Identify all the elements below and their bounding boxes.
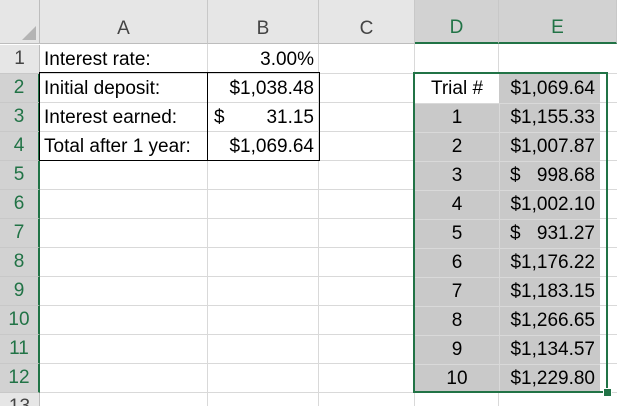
- gridline-h: [40, 102, 617, 103]
- gridline-h: [40, 363, 617, 364]
- row-header-13[interactable]: 13: [0, 393, 40, 406]
- trial-value-cell[interactable]: $1,266.65: [499, 306, 600, 335]
- currency-symbol: $: [510, 165, 521, 186]
- trial-value: 998.68: [536, 165, 595, 186]
- column-header-e[interactable]: E: [499, 0, 617, 44]
- row-header-6[interactable]: 6: [0, 190, 40, 219]
- gridline-v: [207, 44, 208, 406]
- cell-b1[interactable]: 3.00%: [260, 48, 314, 70]
- row-header-12[interactable]: 12: [0, 364, 40, 393]
- fill-handle[interactable]: [603, 388, 612, 397]
- gridline-h: [40, 189, 617, 190]
- trial-number-cell[interactable]: 2: [415, 132, 499, 161]
- trial-number-cell[interactable]: 9: [415, 335, 499, 364]
- trial-number-cell[interactable]: 10: [415, 364, 499, 393]
- cell-a4[interactable]: Total after 1 year:: [44, 135, 191, 157]
- trial-value: 931.27: [536, 223, 595, 244]
- deposit-table-divider: [207, 72, 208, 161]
- column-header-b[interactable]: B: [208, 0, 319, 44]
- trial-value-cell[interactable]: $1,134.57: [499, 335, 600, 364]
- select-all-triangle-icon: [22, 26, 36, 40]
- column-header-d[interactable]: D: [415, 0, 499, 44]
- column-header-a[interactable]: A: [40, 0, 208, 44]
- row-header-4[interactable]: 4: [0, 132, 40, 161]
- gridline-h: [40, 218, 617, 219]
- cell-a1[interactable]: Interest rate:: [44, 48, 151, 70]
- trial-value-cell[interactable]: $1,229.80: [499, 364, 600, 393]
- row-header-8[interactable]: 8: [0, 248, 40, 277]
- trial-number-cell[interactable]: 4: [415, 190, 499, 219]
- gridline-h: [40, 160, 617, 161]
- row-header-5[interactable]: 5: [0, 161, 40, 190]
- cell-e2[interactable]: $1,069.64: [499, 74, 600, 103]
- trial-number-cell[interactable]: 8: [415, 306, 499, 335]
- cell-d2[interactable]: Trial #: [415, 74, 499, 103]
- trial-value-cell[interactable]: $1,155.33: [499, 103, 600, 132]
- trial-number-cell[interactable]: 3: [415, 161, 499, 190]
- cell-a2[interactable]: Initial deposit:: [44, 77, 161, 99]
- currency-symbol: $: [510, 223, 521, 244]
- gridline-h: [40, 392, 617, 393]
- trial-number-cell[interactable]: 7: [415, 277, 499, 306]
- trial-number-cell[interactable]: 5: [415, 219, 499, 248]
- trial-number-cell[interactable]: 1: [415, 103, 499, 132]
- gridline-h: [40, 334, 617, 335]
- row-header-7[interactable]: 7: [0, 219, 40, 248]
- cell-b3[interactable]: $ 31.15: [208, 103, 319, 132]
- row-header-11[interactable]: 11: [0, 335, 40, 364]
- trial-value-cell[interactable]: $1,176.22: [499, 248, 600, 277]
- cell-b3-value: 31.15: [266, 106, 314, 128]
- column-header-c[interactable]: C: [319, 0, 415, 44]
- cell-b2[interactable]: $1,038.48: [229, 77, 314, 99]
- gridline-h: [40, 247, 617, 248]
- row-header-3[interactable]: 3: [0, 103, 40, 132]
- cell-b4[interactable]: $1,069.64: [229, 135, 314, 157]
- row-header-9[interactable]: 9: [0, 277, 40, 306]
- gridline-h: [40, 276, 617, 277]
- cell-a3[interactable]: Interest earned:: [44, 106, 178, 128]
- row-header-10[interactable]: 10: [0, 306, 40, 335]
- trial-value-cell[interactable]: $1,002.10: [499, 190, 600, 219]
- gridline-h: [40, 305, 617, 306]
- trial-number-cell[interactable]: 6: [415, 248, 499, 277]
- gridline-v: [318, 44, 319, 406]
- trial-value-cell[interactable]: $998.68: [499, 161, 600, 190]
- gridline-h: [40, 73, 617, 74]
- select-all-corner[interactable]: [0, 0, 40, 44]
- gridline-h: [40, 131, 617, 132]
- trial-value-cell[interactable]: $1,183.15: [499, 277, 600, 306]
- row-header-2[interactable]: 2: [0, 74, 40, 103]
- trial-value-cell[interactable]: $931.27: [499, 219, 600, 248]
- row-header-1[interactable]: 1: [0, 45, 40, 74]
- trial-value-cell[interactable]: $1,007.87: [499, 132, 600, 161]
- currency-symbol: $: [214, 106, 225, 128]
